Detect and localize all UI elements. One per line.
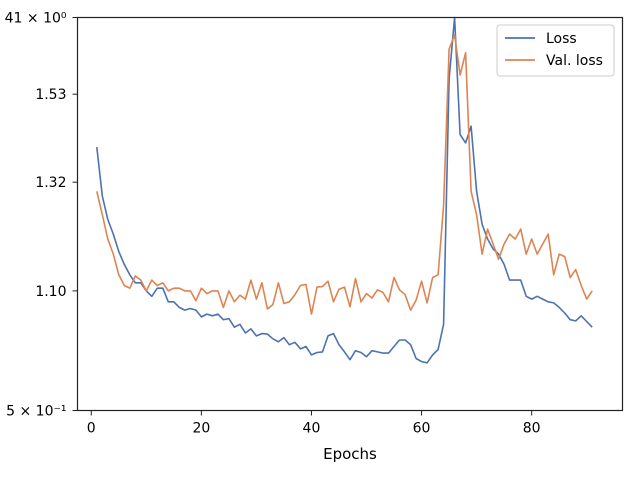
x-tick-label: 0: [87, 421, 96, 437]
axes-frame: [76, 16, 624, 412]
series-line-loss: [96, 16, 593, 364]
y-tick-label: 1.53: [35, 87, 66, 103]
y-tick-label: 1.32: [35, 175, 66, 191]
y-tick-label: 5 × 10⁻¹: [6, 404, 66, 420]
x-tick-label: 80: [523, 421, 541, 437]
series-line-val-loss: [96, 34, 593, 315]
legend-label-loss: Loss: [546, 31, 577, 47]
y-tick-label: 41 × 10⁰: [5, 11, 67, 27]
legend: Loss Val. loss: [496, 24, 615, 77]
legend-label-val-loss: Val. loss: [546, 53, 603, 69]
x-tick-label: 40: [303, 421, 321, 437]
x-axis-ticks: 0 20 40 60 80: [87, 410, 541, 437]
y-tick-label: 1.10: [35, 284, 66, 300]
x-axis-label: Epochs: [323, 445, 377, 463]
plot-area: [96, 16, 593, 364]
x-tick-label: 60: [413, 421, 431, 437]
y-axis-ticks: 5 × 10⁻¹ 1.10 1.32 1.53 41 × 10⁰: [5, 11, 78, 420]
x-tick-label: 20: [192, 421, 210, 437]
